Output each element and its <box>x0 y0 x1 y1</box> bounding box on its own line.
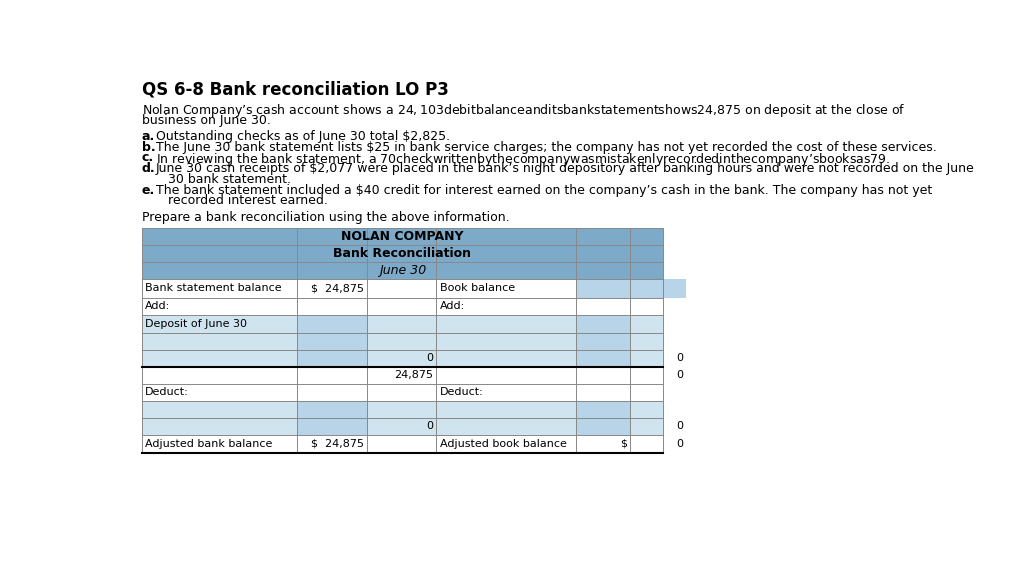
Bar <box>297 314 367 333</box>
Bar <box>575 401 630 418</box>
Text: QS 6-8 Bank reconciliation LO P3: QS 6-8 Bank reconciliation LO P3 <box>142 81 449 99</box>
Text: $: $ <box>621 439 627 449</box>
Bar <box>575 350 630 367</box>
Bar <box>142 333 663 350</box>
Text: 0: 0 <box>676 371 683 381</box>
Bar <box>142 401 663 418</box>
Text: June 30 cash receipts of $2,077 were placed in the bank’s night depository after: June 30 cash receipts of $2,077 were pla… <box>156 162 975 175</box>
Bar <box>142 262 663 279</box>
Text: $  24,875: $ 24,875 <box>310 439 364 449</box>
Bar <box>142 314 663 333</box>
Text: $  24,875: $ 24,875 <box>310 284 364 293</box>
Text: The June 30 bank statement lists $25 in bank service charges; the company has no: The June 30 bank statement lists $25 in … <box>156 141 937 153</box>
Bar <box>142 245 663 262</box>
Text: Adjusted book balance: Adjusted book balance <box>439 439 566 449</box>
Text: Nolan Company’s cash account shows a $24,103 debit balance and its bank statemen: Nolan Company’s cash account shows a $24… <box>142 102 905 119</box>
Text: Deposit of June 30: Deposit of June 30 <box>145 319 247 329</box>
Text: 0: 0 <box>676 353 683 364</box>
Text: 0: 0 <box>426 421 433 431</box>
Text: Bank statement balance: Bank statement balance <box>145 284 282 293</box>
Text: recorded interest earned.: recorded interest earned. <box>156 195 328 207</box>
Text: 0: 0 <box>676 421 683 431</box>
Text: Prepare a bank reconciliation using the above information.: Prepare a bank reconciliation using the … <box>142 211 510 224</box>
Text: b.: b. <box>142 141 156 153</box>
Bar <box>142 418 663 435</box>
Text: d.: d. <box>142 162 156 175</box>
Text: Add:: Add: <box>145 301 170 311</box>
Text: 0: 0 <box>676 439 683 449</box>
Bar <box>142 228 663 453</box>
Text: Adjusted bank balance: Adjusted bank balance <box>145 439 272 449</box>
Bar <box>297 350 367 367</box>
Text: e.: e. <box>142 184 156 197</box>
Text: c.: c. <box>142 151 154 164</box>
Text: Bank Reconciliation: Bank Reconciliation <box>334 248 471 260</box>
Bar <box>297 418 367 435</box>
Text: June 30: June 30 <box>379 264 426 277</box>
Text: Add:: Add: <box>439 301 465 311</box>
Bar <box>575 333 630 350</box>
Bar <box>142 350 663 367</box>
Text: Deduct:: Deduct: <box>145 388 188 397</box>
Bar <box>297 401 367 418</box>
Bar <box>575 314 630 333</box>
Text: 30 bank statement.: 30 bank statement. <box>156 173 291 186</box>
Text: 24,875: 24,875 <box>394 371 433 381</box>
Bar <box>575 279 630 297</box>
Text: Outstanding checks as of June 30 total $2,825.: Outstanding checks as of June 30 total $… <box>156 130 450 143</box>
Text: Book balance: Book balance <box>439 284 515 293</box>
Bar <box>142 228 663 245</box>
Bar <box>297 333 367 350</box>
Bar <box>630 279 686 297</box>
Text: business on June 30.: business on June 30. <box>142 114 270 127</box>
Text: 0: 0 <box>426 353 433 364</box>
Text: a.: a. <box>142 130 156 143</box>
Text: NOLAN COMPANY: NOLAN COMPANY <box>341 230 464 243</box>
Text: The bank statement included a $40 credit for interest earned on the company’s ca: The bank statement included a $40 credit… <box>156 184 932 197</box>
Text: Deduct:: Deduct: <box>439 388 483 397</box>
Bar <box>575 418 630 435</box>
Text: In reviewing the bank statement, a $70 check written by the company was mistaken: In reviewing the bank statement, a $70 c… <box>156 151 890 168</box>
